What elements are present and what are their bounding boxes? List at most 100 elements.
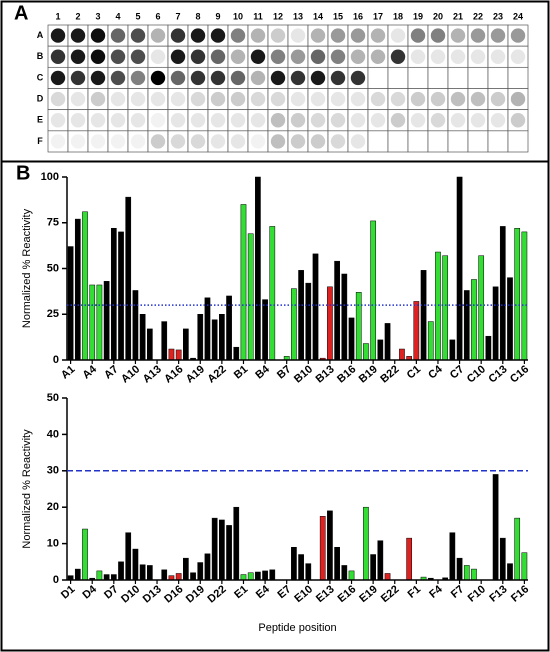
bar (449, 339, 456, 361)
x-tick-label: E19 (357, 583, 380, 605)
x-tick-label: B16 (335, 363, 358, 385)
x-tick-label: C1 (405, 363, 423, 381)
blot-dot (470, 28, 486, 43)
y-axis-label: Normalized % Reactivity (21, 208, 33, 328)
column-label: 11 (253, 11, 263, 21)
blot-dot (270, 134, 286, 149)
bar (399, 348, 405, 361)
y-tick-label: 50 (47, 392, 59, 404)
y-tick-label: 40 (47, 428, 59, 440)
blot-dot (430, 70, 446, 86)
bar (197, 562, 204, 581)
blot-dot (330, 70, 346, 86)
blot-dot (230, 134, 246, 149)
column-label: 22 (473, 11, 483, 21)
bar (139, 314, 146, 361)
x-tick-label: E1 (232, 583, 250, 601)
x-tick-label: A19 (184, 363, 207, 385)
bar (348, 570, 355, 581)
blot-dot (470, 49, 486, 64)
blot-dot (450, 91, 466, 107)
x-axis-label: Peptide position (258, 622, 336, 634)
y-axis-label: Normalized % Reactivity (21, 429, 33, 549)
bar (204, 553, 211, 581)
bar (413, 301, 420, 361)
blot-dot (510, 70, 526, 86)
blot-dot (330, 91, 346, 107)
x-tick-label: A7 (102, 363, 120, 381)
blot-dot (310, 28, 326, 43)
bar (190, 572, 196, 581)
bar (146, 328, 153, 361)
bar (406, 537, 412, 581)
x-tick-label: E22 (379, 583, 402, 605)
blot-dot (150, 49, 166, 64)
blot-dot (430, 113, 446, 128)
y-tick-label: 0 (53, 574, 59, 586)
x-tick-label: D19 (184, 583, 207, 605)
bar (370, 554, 376, 581)
blot-dot (130, 49, 146, 64)
x-tick-label: C16 (508, 363, 531, 385)
x-tick-label: F10 (466, 583, 488, 604)
blot-dot (390, 28, 406, 43)
bar (442, 255, 449, 361)
blot-dot (370, 91, 386, 107)
y-tick-label: 20 (47, 501, 59, 513)
bar (118, 231, 124, 361)
bar (247, 572, 254, 581)
column-label: 13 (293, 11, 303, 21)
column-label: 4 (115, 11, 120, 21)
bar (103, 574, 110, 581)
y-tick-label: 0 (53, 354, 59, 366)
bar (478, 255, 485, 361)
x-tick-label: D10 (119, 583, 142, 605)
row-label: A (37, 30, 44, 40)
blot-dot (190, 113, 206, 128)
blot-dot (450, 134, 466, 149)
blot-dot (350, 28, 366, 43)
blot-dot (150, 113, 166, 128)
x-tick-label: A13 (141, 363, 164, 385)
blot-dot (510, 113, 526, 128)
blot-dot (250, 49, 266, 64)
panel-label: A (14, 2, 28, 24)
bar (507, 563, 513, 581)
blot-dot (210, 134, 226, 149)
blot-dot (490, 70, 506, 86)
blot-dot (510, 91, 526, 107)
column-label: 23 (493, 11, 503, 21)
blot-dot (510, 49, 526, 64)
bar (226, 525, 232, 581)
bar (291, 288, 297, 361)
blot-dot (50, 49, 66, 64)
blot-dot (70, 28, 86, 43)
bar (355, 292, 362, 361)
blot-dot (70, 113, 86, 128)
bar (82, 528, 88, 581)
column-label: 5 (135, 11, 140, 21)
blot-dot (170, 49, 186, 64)
bar (471, 568, 477, 581)
column-label: 1 (55, 11, 60, 21)
blot-dot (410, 28, 426, 43)
column-label: 10 (233, 11, 243, 21)
bar (67, 246, 74, 361)
blot-dot (50, 28, 66, 43)
bar (521, 552, 528, 581)
y-tick-label: 10 (47, 538, 59, 550)
bar (521, 231, 528, 361)
bar (435, 251, 441, 361)
bar (312, 253, 319, 361)
blot-dot (90, 70, 106, 86)
bar (240, 574, 247, 581)
blot-dot (490, 91, 506, 107)
bar (110, 227, 117, 361)
blot-dot (50, 134, 66, 149)
bar (146, 565, 153, 581)
x-tick-label: B7 (275, 363, 293, 381)
x-tick-label: B19 (357, 363, 380, 385)
blot-dot (290, 28, 306, 43)
y-tick-label: 75 (47, 217, 59, 229)
bar (204, 297, 211, 361)
